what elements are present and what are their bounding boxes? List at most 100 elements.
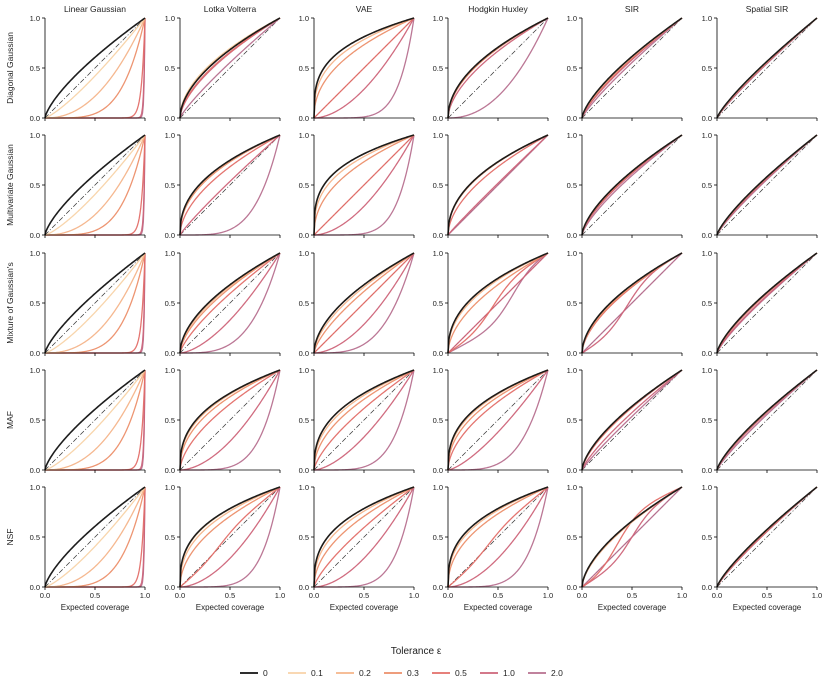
diagonal-reference-line [44, 486, 146, 588]
curve-tolerance-0-5 [447, 486, 549, 588]
panel-multivariate-gaussian-spatial-sir: 0.0 0.5 1.0 [702, 131, 818, 240]
legend-item-0-2: 0.2 [336, 668, 371, 678]
curve-tolerance-0-5 [313, 134, 415, 236]
curve-tolerance-0-5 [313, 252, 415, 354]
y-tick-label: 0.0 [299, 349, 309, 358]
y-tick-label: 0.0 [165, 114, 175, 123]
panel-multivariate-gaussian-vae: 0.0 0.5 1.0 [299, 131, 415, 240]
diagonal-reference-line [447, 369, 549, 471]
diagonal-reference-line [313, 486, 415, 588]
diagonal-reference-line [447, 486, 549, 588]
curve-tolerance-2-0 [581, 17, 683, 119]
curve-tolerance-1-0 [313, 134, 415, 236]
panel-diagonal-gaussian-lotka-volterra: 0.0 0.5 1.0 Lotka Volterra [165, 4, 281, 123]
curve-tolerance-0 [716, 252, 818, 354]
y-tick-label: 1.0 [30, 366, 40, 375]
curve-tolerance-0 [447, 369, 549, 471]
x-axis-label: Expected coverage [733, 603, 802, 612]
curve-tolerance-0-1 [44, 17, 146, 119]
panel-nsf-hodgkin-huxley: 0.00.0 0.5 0.5 1.0 1.0 Expected coverage [433, 483, 554, 612]
legend-item-1-0: 1.0 [480, 668, 515, 678]
y-tick-label: 0.5 [567, 533, 577, 542]
curve-tolerance-1-0 [179, 486, 281, 588]
panel-grid: 0.0 0.5 1.0 Linear Gaussian Diagonal Gaussia… [5, 4, 822, 612]
diagonal-reference-line [44, 134, 146, 236]
y-tick-label: 0.0 [30, 231, 40, 240]
y-tick-label: 1.0 [702, 131, 712, 140]
curve-tolerance-0-2 [45, 17, 146, 119]
x-tick-label: 1.0 [543, 591, 553, 600]
y-tick-label: 1.0 [702, 366, 712, 375]
column-title: SIR [625, 4, 639, 14]
y-tick-label: 0.0 [567, 349, 577, 358]
column-title: Spatial SIR [746, 4, 789, 14]
curve-tolerance-0-3 [179, 369, 281, 471]
panel-multivariate-gaussian-linear-gaussian: 0.0 0.5 1.0 Multivariate Gaussian [5, 131, 146, 240]
diagonal-reference-line [716, 486, 818, 588]
y-tick-label: 1.0 [567, 366, 577, 375]
panel-diagonal-gaussian-hodgkin-huxley: 0.0 0.5 1.0 Hodgkin Huxley [433, 4, 549, 123]
y-tick-label: 1.0 [567, 14, 577, 23]
diagonal-reference-line [716, 17, 818, 119]
y-tick-label: 0.0 [567, 231, 577, 240]
panel-mixture-of-gaussian-s-vae: 0.0 0.5 1.0 [299, 249, 415, 358]
y-tick-label: 1.0 [299, 483, 309, 492]
curve-tolerance-2-0 [179, 17, 281, 119]
panel-mixture-of-gaussian-s-hodgkin-huxley: 0.0 0.5 1.0 [433, 249, 549, 358]
y-tick-label: 1.0 [165, 131, 175, 140]
curve-tolerance-0 [447, 17, 549, 119]
y-tick-label: 0.5 [30, 416, 40, 425]
x-tick-label: 0.5 [493, 591, 503, 600]
y-tick-label: 0.0 [165, 349, 175, 358]
curve-tolerance-1-0 [447, 134, 549, 236]
diagonal-reference-line [581, 134, 683, 236]
row-label: Multivariate Gaussian [5, 144, 15, 226]
x-tick-label: 0.0 [309, 591, 319, 600]
diagonal-reference-line [179, 252, 281, 354]
curve-tolerance-1-0 [179, 369, 281, 471]
y-tick-label: 0.0 [567, 466, 577, 475]
y-tick-label: 0.5 [702, 533, 712, 542]
curve-tolerance-0-2 [45, 252, 146, 354]
curve-tolerance-0-5 [447, 369, 549, 471]
legend-items: 0 0.1 0.2 0.3 0.5 1.0 2.0 [240, 668, 563, 678]
column-title: Lotka Volterra [204, 4, 257, 14]
legend: Tolerance ε 0 0.1 0.2 0.3 0.5 1.0 2.0 [240, 646, 563, 678]
curve-tolerance-0-5 [447, 134, 549, 236]
curve-tolerance-0 [716, 17, 818, 119]
curve-tolerance-0-2 [313, 134, 415, 236]
y-tick-label: 1.0 [433, 366, 443, 375]
curve-tolerance-2-0 [448, 17, 549, 119]
diagonal-reference-line [44, 252, 146, 354]
curve-tolerance-0-5 [313, 17, 415, 119]
y-tick-label: 1.0 [299, 14, 309, 23]
curve-tolerance-0-3 [313, 134, 415, 236]
y-tick-label: 0.5 [299, 533, 309, 542]
y-tick-label: 0.0 [433, 583, 443, 592]
curve-tolerance-0 [313, 134, 415, 236]
x-tick-label: 0.0 [712, 591, 722, 600]
y-tick-label: 1.0 [702, 483, 712, 492]
panel-mixture-of-gaussian-s-spatial-sir: 0.0 0.5 1.0 [702, 249, 818, 358]
x-tick-label: 0.0 [175, 591, 185, 600]
y-tick-label: 0.5 [299, 64, 309, 73]
panel-maf-sir: 0.0 0.5 1.0 [567, 366, 683, 475]
y-tick-label: 1.0 [165, 249, 175, 258]
column-title: VAE [356, 4, 373, 14]
y-tick-label: 0.5 [433, 181, 443, 190]
panel-mixture-of-gaussian-s-linear-gaussian: 0.0 0.5 1.0 Mixture of Gaussian's [5, 249, 146, 358]
panel-diagonal-gaussian-linear-gaussian: 0.0 0.5 1.0 Linear Gaussian Diagonal Gaussia… [5, 4, 146, 123]
curve-tolerance-0-1 [44, 252, 146, 354]
curve-tolerance-0 [447, 486, 549, 588]
x-tick-label: 0.5 [90, 591, 100, 600]
panel-nsf-vae: 0.00.0 0.5 0.5 1.0 1.0 Expected coverage [299, 483, 420, 612]
curve-tolerance-0-5 [313, 486, 415, 588]
x-tick-label: 0.0 [577, 591, 587, 600]
y-tick-label: 1.0 [30, 131, 40, 140]
x-tick-label: 0.5 [225, 591, 235, 600]
row-label: NSF [5, 529, 15, 546]
y-tick-label: 1.0 [165, 366, 175, 375]
panel-maf-hodgkin-huxley: 0.0 0.5 1.0 [433, 366, 549, 475]
y-tick-label: 0.0 [433, 349, 443, 358]
